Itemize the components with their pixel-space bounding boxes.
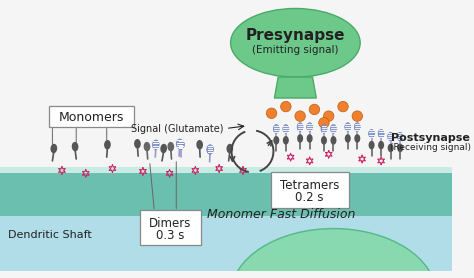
Ellipse shape: [51, 144, 57, 153]
Bar: [0, 7, 452, 167]
Ellipse shape: [230, 229, 437, 278]
Bar: [0, 167, 452, 173]
Ellipse shape: [230, 8, 360, 77]
Ellipse shape: [307, 134, 313, 143]
FancyBboxPatch shape: [140, 210, 201, 245]
Circle shape: [352, 111, 363, 121]
Circle shape: [295, 111, 305, 121]
Ellipse shape: [72, 142, 78, 152]
Text: Monomer Fast Diffusion: Monomer Fast Diffusion: [207, 208, 355, 221]
Circle shape: [266, 108, 277, 118]
Ellipse shape: [167, 142, 174, 152]
Bar: [0, 216, 452, 271]
Ellipse shape: [297, 134, 303, 143]
Ellipse shape: [388, 132, 393, 141]
Ellipse shape: [307, 123, 313, 131]
Ellipse shape: [388, 144, 393, 152]
Ellipse shape: [369, 141, 374, 149]
Bar: [0, 167, 452, 216]
Text: 0.2 s: 0.2 s: [295, 191, 324, 203]
Ellipse shape: [321, 125, 327, 133]
Ellipse shape: [397, 144, 403, 152]
Circle shape: [309, 104, 319, 115]
Ellipse shape: [196, 140, 203, 150]
Ellipse shape: [330, 136, 337, 145]
Ellipse shape: [378, 129, 384, 138]
Polygon shape: [274, 77, 316, 98]
Ellipse shape: [160, 144, 167, 153]
Ellipse shape: [207, 145, 213, 154]
Ellipse shape: [369, 129, 374, 138]
Ellipse shape: [178, 140, 184, 150]
Text: (Receiving signal): (Receiving signal): [390, 143, 471, 152]
Text: Dendritic Shaft: Dendritic Shaft: [8, 230, 91, 240]
Ellipse shape: [273, 136, 279, 145]
Ellipse shape: [273, 125, 279, 133]
Ellipse shape: [354, 123, 360, 131]
FancyBboxPatch shape: [49, 106, 134, 126]
Text: Monomers: Monomers: [59, 111, 124, 124]
Circle shape: [323, 111, 334, 121]
Ellipse shape: [345, 123, 351, 131]
Ellipse shape: [378, 141, 384, 149]
Circle shape: [319, 118, 329, 128]
Text: Dimers: Dimers: [149, 217, 192, 230]
Ellipse shape: [283, 136, 289, 145]
Ellipse shape: [134, 139, 141, 148]
Ellipse shape: [153, 140, 159, 150]
Ellipse shape: [227, 144, 233, 153]
Ellipse shape: [283, 125, 289, 133]
Text: Presynapse: Presynapse: [246, 28, 345, 43]
Text: Signal (Glutamate): Signal (Glutamate): [131, 123, 224, 133]
FancyBboxPatch shape: [271, 172, 349, 208]
Ellipse shape: [104, 140, 111, 150]
Circle shape: [338, 101, 348, 112]
Ellipse shape: [297, 123, 303, 131]
Ellipse shape: [176, 139, 183, 148]
Text: (Emitting signal): (Emitting signal): [252, 45, 338, 55]
Ellipse shape: [345, 134, 351, 143]
Text: Postsynapse: Postsynapse: [391, 133, 470, 143]
Text: 0.3 s: 0.3 s: [156, 229, 185, 242]
Ellipse shape: [397, 132, 403, 141]
Ellipse shape: [144, 142, 150, 152]
Ellipse shape: [321, 136, 327, 145]
Text: Tetramers: Tetramers: [280, 179, 339, 192]
Ellipse shape: [330, 125, 337, 133]
Circle shape: [281, 101, 291, 112]
Ellipse shape: [354, 134, 360, 143]
